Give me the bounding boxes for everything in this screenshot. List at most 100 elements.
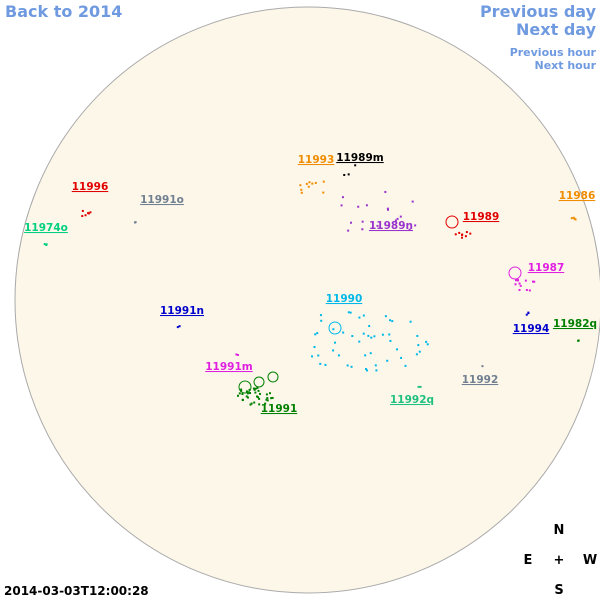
- spot: [245, 390, 248, 393]
- spot: [237, 394, 240, 397]
- spot: [347, 311, 350, 314]
- spot: [320, 319, 323, 322]
- region-label[interactable]: 11996: [72, 181, 109, 193]
- region-label[interactable]: 11982q: [553, 318, 597, 330]
- spot-penumbra: [238, 380, 252, 394]
- spot-penumbra: [328, 321, 342, 335]
- spot: [384, 315, 387, 318]
- spot: [252, 387, 255, 390]
- region-label[interactable]: 11991m: [205, 361, 253, 373]
- next-day-link[interactable]: Next day: [516, 20, 597, 39]
- previous-hour-link[interactable]: Previous hour: [510, 46, 597, 59]
- spot: [464, 235, 467, 238]
- spot: [516, 279, 519, 282]
- spot: [409, 320, 412, 323]
- spot: [519, 284, 522, 287]
- region-label[interactable]: 11974o: [24, 222, 68, 234]
- spot: [373, 335, 376, 338]
- spot: [45, 243, 48, 246]
- back-link[interactable]: Back to 2014: [5, 2, 122, 21]
- region-label[interactable]: 11990: [326, 293, 363, 305]
- spot: [249, 392, 252, 395]
- spot: [299, 184, 302, 187]
- spot: [396, 217, 399, 220]
- spot-penumbra: [253, 376, 265, 388]
- region-label[interactable]: 11986: [559, 190, 596, 202]
- region-label[interactable]: 11992q: [390, 394, 434, 406]
- spot: [425, 340, 428, 343]
- spot: [253, 388, 256, 391]
- spot: [258, 397, 261, 400]
- spot: [370, 336, 373, 339]
- spot: [248, 388, 251, 391]
- region-label[interactable]: 11994: [513, 323, 550, 335]
- spot: [245, 395, 248, 398]
- spot: [319, 314, 322, 317]
- spot: [518, 282, 521, 285]
- spot: [577, 339, 580, 342]
- spot-penumbra: [508, 266, 522, 280]
- spot: [415, 353, 418, 356]
- spot-penumbra: [267, 371, 279, 383]
- spot: [386, 359, 389, 362]
- spot: [240, 388, 243, 391]
- region-label[interactable]: 11991: [261, 403, 298, 415]
- spot: [414, 224, 417, 227]
- spot: [365, 368, 368, 371]
- spot: [469, 232, 472, 235]
- spot: [417, 385, 420, 388]
- region-label[interactable]: 11991o: [140, 194, 184, 206]
- spot: [388, 333, 391, 336]
- region-label[interactable]: 11989: [463, 211, 500, 223]
- spot: [454, 233, 457, 236]
- spot: [265, 398, 268, 401]
- spot: [574, 218, 577, 221]
- spot: [322, 180, 325, 183]
- spot: [332, 328, 335, 331]
- region-label[interactable]: 11989n: [369, 220, 413, 232]
- spot: [253, 401, 256, 404]
- spot: [246, 396, 249, 399]
- spot: [334, 341, 337, 344]
- spot: [324, 363, 327, 366]
- spot: [527, 311, 530, 314]
- region-label[interactable]: 11991n: [160, 305, 204, 317]
- spot: [376, 224, 379, 227]
- spot: [246, 392, 249, 395]
- spot: [361, 228, 364, 231]
- region-label[interactable]: 11993: [298, 154, 335, 166]
- spot: [307, 185, 310, 188]
- spot: [368, 325, 371, 328]
- spot: [178, 325, 181, 328]
- spot: [250, 402, 253, 405]
- spot: [572, 216, 575, 219]
- previous-day-link[interactable]: Previous day: [480, 2, 597, 21]
- spot: [391, 320, 394, 323]
- spot: [408, 228, 411, 231]
- spot: [417, 344, 420, 347]
- spot: [384, 190, 387, 193]
- region-label[interactable]: 11987: [528, 262, 565, 274]
- region-label[interactable]: 11989m: [336, 152, 384, 164]
- spot: [367, 334, 370, 337]
- spot: [258, 392, 261, 395]
- spot: [347, 173, 350, 176]
- spot: [386, 207, 389, 210]
- spot: [84, 214, 87, 217]
- spot: [346, 364, 349, 367]
- spot: [343, 173, 346, 176]
- spot: [351, 335, 354, 338]
- compass-south: S: [554, 583, 563, 598]
- spot: [256, 386, 259, 389]
- spot: [524, 279, 527, 282]
- region-label[interactable]: 11992: [462, 374, 499, 386]
- compass-west: W: [583, 553, 597, 568]
- spot: [311, 182, 314, 185]
- spot: [270, 397, 273, 400]
- spot: [305, 182, 308, 185]
- spot: [249, 403, 252, 406]
- spot: [257, 396, 260, 399]
- spot: [362, 314, 365, 317]
- next-hour-link[interactable]: Next hour: [535, 59, 597, 72]
